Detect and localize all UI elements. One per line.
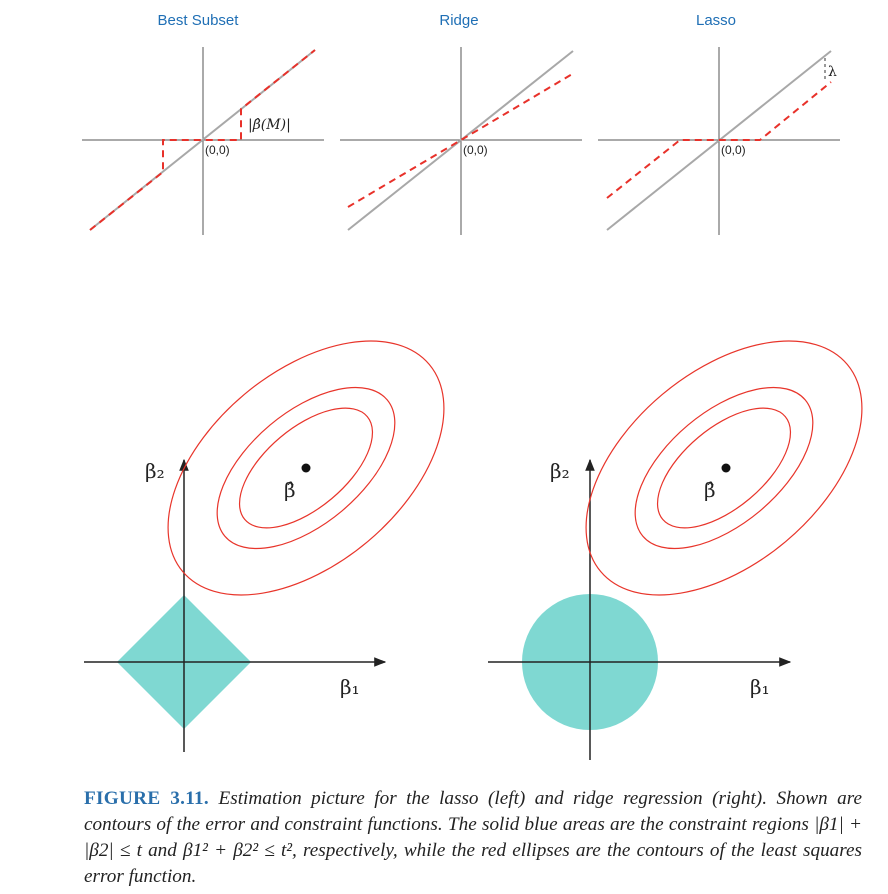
contour-ellipse	[216, 386, 396, 550]
panel-ridge: Ridge (0,0)	[340, 12, 582, 235]
estimate-curve-shrinkage	[347, 72, 575, 208]
least-squares-estimate-point	[721, 463, 731, 473]
contour-ellipse	[167, 340, 445, 596]
origin-label: (0,0)	[205, 143, 230, 157]
y-axis-label: β₂	[145, 459, 165, 483]
caption-text: Estimation picture for the lasso (left) …	[84, 788, 862, 887]
estimate-label: β̂	[284, 478, 296, 502]
estimate-curve-soft-threshold	[606, 81, 832, 199]
y-axis-label: β₂	[550, 459, 570, 483]
least-squares-estimate-point	[301, 463, 311, 473]
figure-3-11: Best Subset (0,0) |β̂(M)| Ridge (0,0) La…	[82, 12, 863, 760]
threshold-annotation: |β̂(M)|	[248, 117, 291, 133]
contour-ellipse	[634, 386, 814, 550]
panel-title-best-subset: Best Subset	[158, 12, 240, 29]
caption-label: FIGURE 3.11.	[84, 788, 210, 809]
error-contours	[167, 340, 445, 596]
x-axis-label: β₁	[340, 675, 360, 699]
reference-line	[347, 50, 574, 231]
panel-title-lasso: Lasso	[696, 12, 736, 29]
x-axis-label: β₁	[750, 675, 770, 699]
estimate-curve-hard-threshold	[89, 49, 316, 231]
panel-best-subset: Best Subset (0,0) |β̂(M)|	[82, 12, 324, 235]
panel-title-ridge: Ridge	[439, 12, 478, 29]
origin-label: (0,0)	[463, 143, 488, 157]
contour-ellipse	[585, 340, 863, 596]
panel-lasso-constraint: β̂ β₂ β₁	[84, 340, 445, 752]
figure-caption: FIGURE 3.11. Estimation picture for the …	[84, 786, 862, 890]
error-contours	[585, 340, 863, 596]
estimate-label: β̂	[704, 478, 716, 502]
contour-ellipse	[238, 407, 374, 529]
panel-ridge-constraint: β̂ β₂ β₁	[488, 340, 863, 760]
lambda-annotation: λ	[828, 64, 837, 80]
contour-ellipse	[656, 407, 792, 529]
origin-label: (0,0)	[721, 143, 746, 157]
panel-lasso: Lasso (0,0) λ	[598, 12, 840, 235]
